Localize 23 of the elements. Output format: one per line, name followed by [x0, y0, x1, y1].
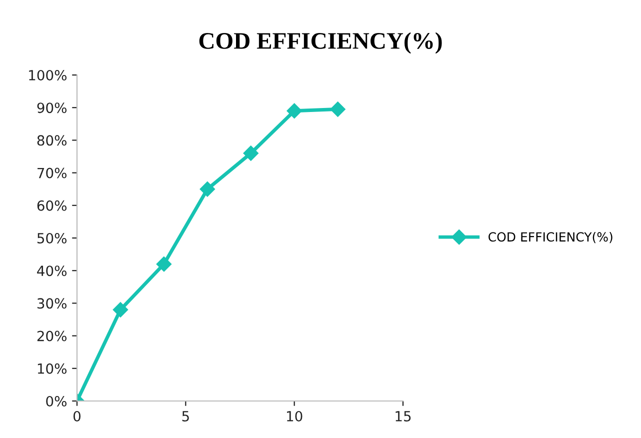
point — [243, 146, 258, 161]
y-tick-label: 30% — [37, 298, 67, 309]
y-tick-label: 70% — [38, 168, 67, 178]
x-tick-label: 15 — [396, 411, 411, 422]
y-tick-label: 40% — [37, 266, 67, 276]
point — [200, 182, 215, 197]
legend-label: COD EFFICIENCY(%) — [488, 232, 612, 244]
x-tick-label: 5 — [182, 411, 189, 422]
chart-title: COD EFFICIENCY(%) — [199, 32, 442, 54]
y-tick-label: 0% — [46, 396, 67, 406]
y-tick-label: 100% — [29, 70, 67, 80]
point — [156, 256, 172, 272]
x-tick-label: 0 — [73, 410, 80, 422]
y-tick-label: 60% — [37, 200, 67, 211]
point — [330, 102, 346, 117]
x-tick-label: 10 — [287, 410, 302, 422]
y-tick-label: 20% — [37, 330, 67, 342]
y-tick-label: 90% — [37, 102, 67, 114]
point — [286, 103, 302, 118]
point — [112, 302, 128, 318]
y-tick-label: 50% — [37, 232, 67, 244]
y-tick-label: 80% — [37, 135, 67, 146]
y-tick-label: 10% — [38, 363, 67, 374]
